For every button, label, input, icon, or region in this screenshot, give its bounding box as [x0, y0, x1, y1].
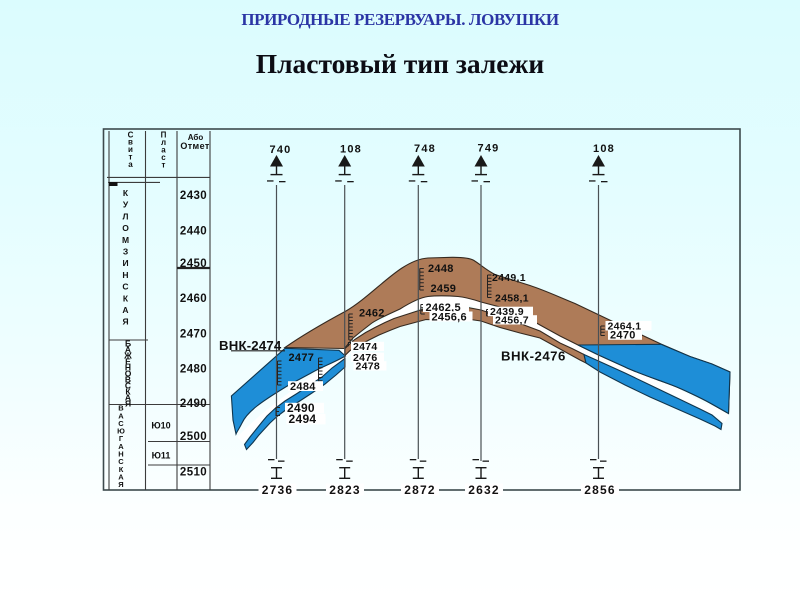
svg-text:в: в — [128, 138, 133, 147]
svg-text:2456,6: 2456,6 — [432, 312, 467, 324]
svg-text:2490: 2490 — [180, 398, 207, 410]
svg-text:л: л — [161, 138, 166, 147]
svg-text:2510: 2510 — [180, 467, 207, 479]
svg-text:Ю: Ю — [117, 427, 125, 436]
svg-text:т: т — [162, 161, 166, 170]
svg-text:К: К — [123, 293, 129, 303]
svg-text:2490: 2490 — [287, 401, 315, 415]
svg-text:С: С — [122, 282, 128, 292]
svg-text:2470: 2470 — [180, 329, 207, 341]
svg-text:2477: 2477 — [289, 352, 315, 364]
svg-text:О: О — [122, 223, 129, 233]
svg-text:748: 748 — [414, 143, 436, 155]
svg-text:2736: 2736 — [262, 483, 294, 497]
svg-text:У: У — [123, 200, 129, 210]
svg-text:2464,1: 2464,1 — [608, 321, 642, 333]
svg-text:2449,1: 2449,1 — [492, 272, 526, 284]
svg-text:108: 108 — [340, 144, 362, 156]
svg-text:749: 749 — [478, 143, 500, 155]
svg-text:2456,7: 2456,7 — [495, 315, 529, 327]
svg-text:2458,1: 2458,1 — [495, 293, 529, 305]
svg-text:Б: Б — [125, 338, 131, 348]
svg-text:2430: 2430 — [180, 190, 207, 202]
svg-text:т: т — [129, 153, 133, 162]
svg-text:2856: 2856 — [584, 483, 616, 497]
svg-text:и: и — [128, 145, 133, 154]
svg-text:О: О — [125, 368, 132, 378]
svg-text:К: К — [119, 465, 124, 474]
svg-text:ВНК-2476: ВНК-2476 — [501, 349, 566, 364]
svg-text:А: А — [125, 344, 131, 354]
svg-text:2480: 2480 — [180, 364, 207, 376]
svg-text:Ю10: Ю10 — [151, 421, 170, 431]
svg-text:С: С — [118, 419, 124, 428]
svg-text:Ю11: Ю11 — [152, 451, 171, 461]
svg-text:В: В — [125, 374, 131, 384]
svg-text:2440: 2440 — [180, 226, 207, 238]
svg-text:2478: 2478 — [356, 361, 381, 373]
svg-text:С: С — [125, 380, 131, 390]
svg-text:2448: 2448 — [428, 263, 454, 275]
svg-text:Я: Я — [125, 398, 131, 408]
svg-text:а: а — [128, 160, 133, 169]
svg-text:740: 740 — [270, 144, 292, 156]
svg-text:2476: 2476 — [353, 352, 378, 364]
svg-text:2462,5: 2462,5 — [426, 302, 461, 314]
svg-text:А: А — [118, 472, 124, 481]
svg-text:Я: Я — [122, 317, 128, 327]
svg-text:Е: Е — [125, 356, 131, 366]
svg-text:2494: 2494 — [289, 412, 317, 426]
svg-text:Г: Г — [119, 434, 124, 443]
svg-text:ВНК-2474: ВНК-2474 — [219, 338, 282, 353]
svg-text:а: а — [161, 146, 166, 155]
svg-text:2460: 2460 — [180, 293, 207, 305]
svg-text:П: П — [161, 130, 167, 139]
svg-text:с: с — [161, 153, 166, 162]
svg-text:2484: 2484 — [290, 381, 316, 393]
svg-text:2462: 2462 — [359, 308, 385, 320]
svg-text:Ж: Ж — [123, 350, 132, 360]
svg-text:З: З — [123, 246, 128, 256]
svg-text:Л: Л — [123, 211, 129, 221]
svg-text:Н: Н — [125, 362, 131, 372]
svg-text:К: К — [123, 188, 129, 198]
svg-text:108: 108 — [593, 143, 615, 155]
svg-text:2632: 2632 — [468, 483, 500, 497]
svg-text:С: С — [128, 130, 134, 139]
svg-text:Н: Н — [118, 450, 123, 459]
svg-text:М: М — [122, 235, 129, 245]
svg-text:2470: 2470 — [610, 330, 636, 342]
svg-text:А: А — [122, 305, 128, 315]
svg-text:В: В — [118, 404, 124, 413]
svg-text:2872: 2872 — [404, 483, 436, 497]
svg-text:2500: 2500 — [180, 431, 207, 443]
svg-text:2823: 2823 — [329, 483, 361, 497]
svg-text:А: А — [125, 392, 131, 402]
svg-text:Або: Або — [188, 133, 204, 142]
svg-text:Отмет: Отмет — [180, 141, 210, 151]
svg-text:2450: 2450 — [180, 258, 207, 270]
svg-text:А: А — [118, 442, 124, 451]
svg-text:К: К — [125, 386, 131, 396]
svg-text:2439,9: 2439,9 — [490, 306, 524, 318]
svg-text:С: С — [118, 457, 124, 466]
svg-text:2474: 2474 — [353, 341, 378, 353]
svg-text:Я: Я — [118, 480, 123, 489]
svg-text:Н: Н — [122, 270, 128, 280]
svg-text:И: И — [122, 258, 128, 268]
svg-text:2459: 2459 — [431, 283, 457, 295]
svg-text:А: А — [118, 411, 124, 420]
